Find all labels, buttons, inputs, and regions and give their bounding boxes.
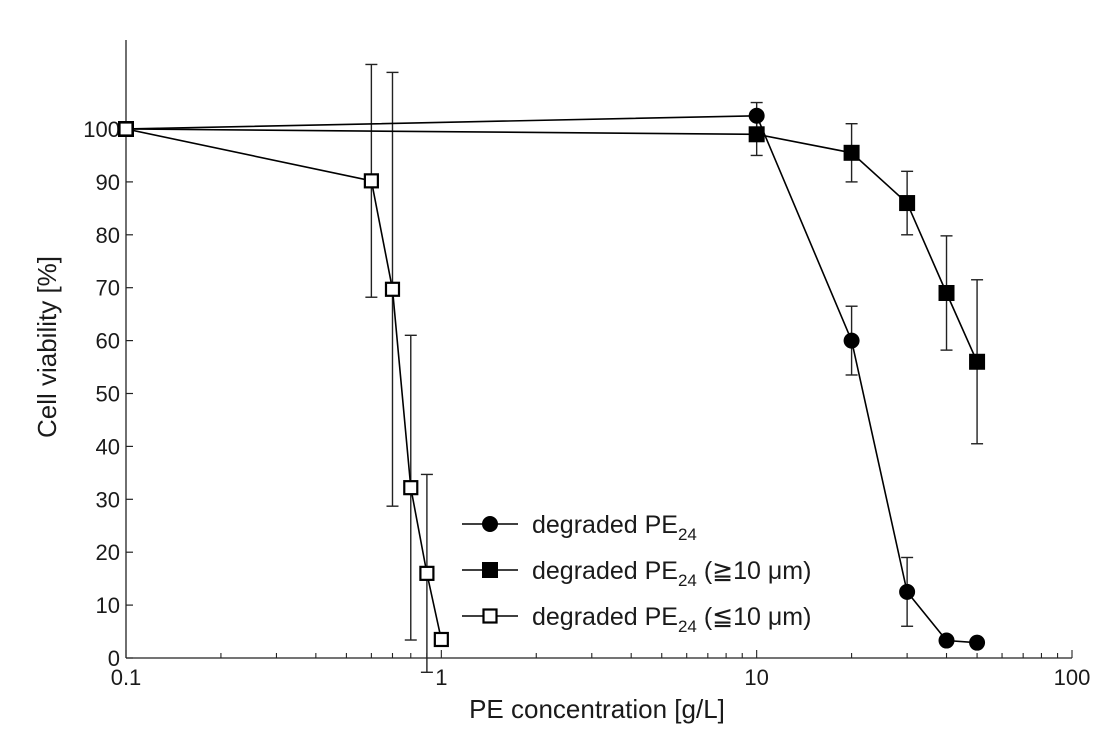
y-tick-label: 10 [96, 593, 120, 618]
series-line-2 [125, 128, 978, 363]
legend-label: degraded PE24 (≦10 μm) [532, 603, 811, 636]
x-tick-label: 10 [744, 665, 768, 690]
y-axis-title: Cell viability [%] [32, 256, 62, 438]
y-tick-label: 70 [96, 276, 120, 301]
data-point [748, 107, 765, 124]
legend-marker [482, 516, 498, 532]
y-tick-label: 90 [96, 170, 120, 195]
axes: 0 10 20 30 40 50 60 70 80 90 100 0.1 1 10 100 [83, 40, 1090, 690]
y-tick-label: 60 [96, 329, 120, 354]
y-tick-label: 100 [83, 117, 120, 142]
data-point [899, 195, 916, 212]
data-point [419, 565, 435, 581]
legend-entry: degraded PE24 (≦10 μm) [462, 603, 811, 636]
legend-label-name: degraded PE [532, 557, 678, 585]
data-point [899, 583, 916, 600]
y-tick-label: 40 [96, 434, 120, 459]
data-point [363, 173, 379, 189]
y-tick-label: 50 [96, 382, 120, 407]
series-line-3 [125, 128, 443, 640]
legend-label-name: degraded PE [532, 603, 678, 631]
legend-marker [482, 608, 498, 624]
legend-marker [482, 562, 498, 578]
legend-label-subscript: 24 [678, 571, 697, 590]
data-point [403, 480, 419, 496]
data-point [938, 284, 955, 301]
data-point [843, 332, 860, 349]
legend-label: degraded PE24 [532, 511, 697, 544]
data-point [433, 631, 449, 648]
legend-label-suffix: (≦10 μm) [697, 603, 812, 631]
data-point [748, 126, 765, 143]
y-tick-label: 0 [108, 646, 120, 671]
data-point [843, 144, 860, 161]
legend-label-subscript: 24 [678, 617, 697, 636]
data-point [384, 281, 401, 297]
x-tick-label: 100 [1054, 665, 1091, 690]
x-tick-label: 1 [435, 665, 447, 690]
x-axis-title: PE concentration [g/L] [469, 694, 725, 724]
data-point [938, 632, 955, 649]
legend-label: degraded PE24 (≧10 μm) [532, 557, 811, 590]
y-tick-label: 20 [96, 540, 120, 565]
legend-label-subscript: 24 [678, 525, 697, 544]
data-point [969, 353, 986, 370]
y-tick-label: 30 [96, 487, 120, 512]
x-tick-label: 0.1 [111, 665, 142, 690]
legend-entry: degraded PE24 (≧10 μm) [462, 557, 811, 590]
legend-label-name: degraded PE [532, 511, 678, 539]
legend-entry: degraded PE24 [462, 511, 697, 544]
data-point [969, 634, 986, 651]
data-point [118, 121, 134, 137]
legend-label-suffix: (≧10 μm) [697, 557, 812, 585]
y-tick-label: 80 [96, 223, 120, 248]
data-markers [118, 107, 986, 651]
